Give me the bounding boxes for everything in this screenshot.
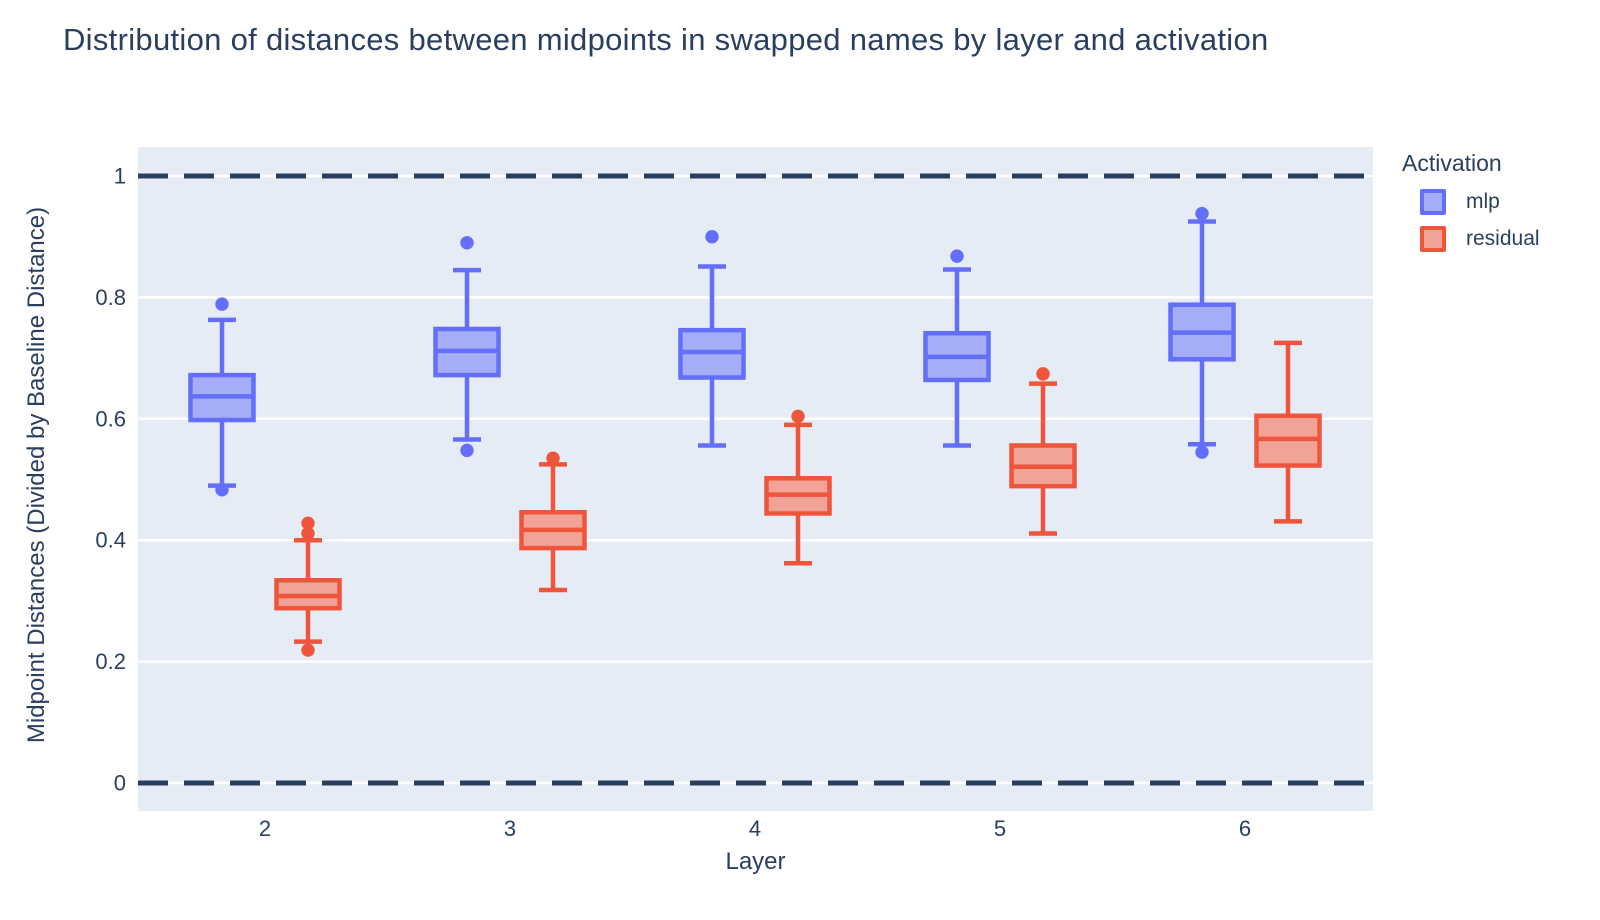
legend-label-mlp: mlp [1466, 190, 1500, 213]
outlier-point[interactable] [460, 236, 474, 250]
y-tick-label-0.2: 0.2 [95, 649, 126, 674]
outlier-point[interactable] [215, 483, 229, 497]
box-residual-layer-3[interactable] [519, 451, 587, 593]
y-tick-label-0.4: 0.4 [95, 528, 126, 553]
plot-area [138, 147, 1373, 811]
x-tick-label-4: 4 [749, 816, 761, 841]
legend-title: Activation [1402, 150, 1502, 176]
y-tick-label-0.8: 0.8 [95, 285, 126, 310]
legend: Activation mlp residual [1396, 150, 1540, 263]
outlier-point[interactable] [460, 443, 474, 458]
x-tick-label-3: 3 [504, 816, 516, 841]
outlier-point[interactable] [546, 451, 560, 465]
outlier-point[interactable] [301, 526, 315, 541]
box-mlp-layer-4[interactable] [678, 230, 746, 448]
outlier-point[interactable] [1036, 367, 1050, 381]
box-mlp-layer-3[interactable] [433, 236, 501, 458]
legend-item-residual[interactable]: residual [1396, 226, 1540, 252]
outlier-point[interactable] [791, 409, 805, 424]
chart-title: Distribution of distances between midpoi… [63, 22, 1269, 57]
box-residual-layer-5[interactable] [1009, 367, 1077, 536]
box-mlp-layer-2[interactable] [188, 297, 256, 497]
y-tick-label-0.6: 0.6 [95, 406, 126, 431]
outlier-point[interactable] [705, 230, 719, 244]
legend-item-mlp[interactable]: mlp [1396, 189, 1540, 215]
outlier-point[interactable] [301, 516, 315, 530]
y-tick-label-0: 0 [114, 771, 126, 796]
residual-swatch-icon [1420, 226, 1446, 252]
x-tick-label-2: 2 [259, 816, 271, 841]
box-mlp-layer-5[interactable] [923, 249, 991, 448]
legend-label-residual: residual [1466, 227, 1540, 250]
box-residual-layer-4[interactable] [764, 409, 832, 566]
outlier-point[interactable] [1195, 445, 1209, 459]
box-residual-layer-2[interactable] [274, 516, 342, 657]
mlp-swatch-icon [1420, 189, 1446, 215]
y-axis-title: Midpoint Distances (Divided by Baseline … [23, 206, 50, 744]
outlier-point[interactable] [215, 297, 229, 311]
x-tick-label-5: 5 [994, 816, 1006, 841]
outlier-point[interactable] [1195, 206, 1209, 221]
box-residual-layer-6[interactable] [1254, 340, 1322, 524]
outlier-point[interactable] [301, 643, 315, 657]
y-tick-label-1: 1 [114, 164, 126, 189]
x-axis-title: Layer [725, 848, 786, 875]
outlier-point[interactable] [950, 249, 964, 263]
x-tick-label-6: 6 [1239, 816, 1251, 841]
box-mlp-layer-6[interactable] [1168, 206, 1236, 459]
